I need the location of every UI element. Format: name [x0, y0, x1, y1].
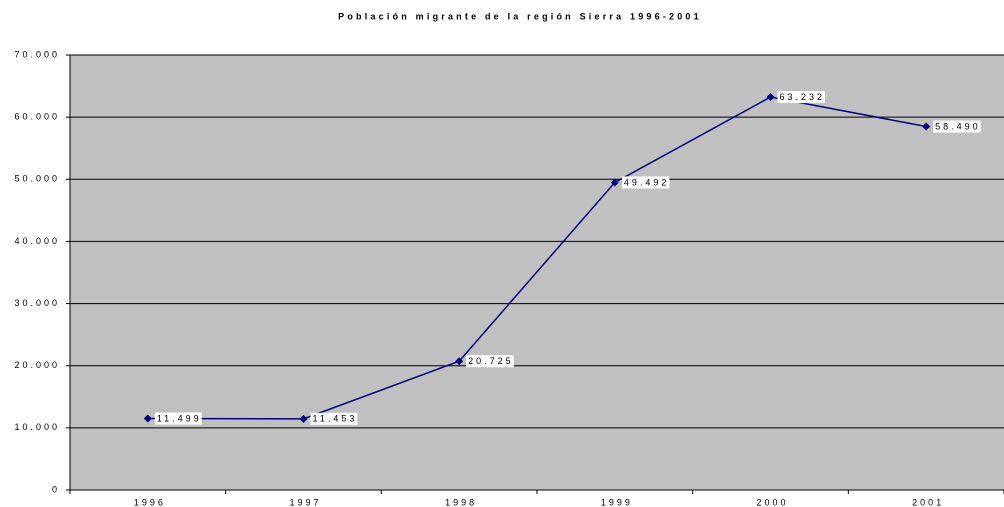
data-label-bg [310, 412, 358, 425]
data-point [922, 122, 931, 131]
data-point [455, 357, 464, 366]
y-tick-label: 0 [52, 484, 60, 494]
x-tick-label: 1998 [445, 497, 477, 507]
data-point [143, 414, 152, 423]
data-label: 58.490 [935, 121, 981, 131]
data-point [299, 414, 308, 423]
data-point [610, 178, 619, 187]
chart-title: Población migrante de la región Sierra 1… [338, 11, 702, 21]
y-tick-label: 70.000 [14, 49, 60, 59]
data-label: 20.725 [468, 356, 514, 366]
x-tick-label: 2000 [756, 497, 788, 507]
y-tick-label: 50.000 [14, 174, 60, 184]
y-tick-label: 10.000 [14, 422, 60, 432]
y-tick-label: 60.000 [14, 112, 60, 122]
y-tick-label: 30.000 [14, 298, 60, 308]
x-tick-label: 1997 [289, 497, 321, 507]
y-tick-label: 40.000 [14, 236, 60, 246]
data-label-bg [154, 412, 202, 425]
data-label: 11.499 [157, 413, 202, 423]
data-label-bg [466, 355, 514, 368]
x-tick-label: 2001 [912, 497, 944, 507]
x-tick-label: 1999 [601, 497, 633, 507]
data-point [766, 93, 775, 102]
data-label-bg [777, 91, 826, 104]
data-label: 49.492 [624, 177, 670, 187]
y-tick-label: 20.000 [14, 360, 60, 370]
data-label-bg [621, 176, 670, 189]
x-tick-label: 1996 [134, 497, 166, 507]
data-label-bg [933, 120, 981, 133]
data-label: 11.453 [313, 414, 358, 424]
data-label: 63.232 [780, 92, 826, 102]
